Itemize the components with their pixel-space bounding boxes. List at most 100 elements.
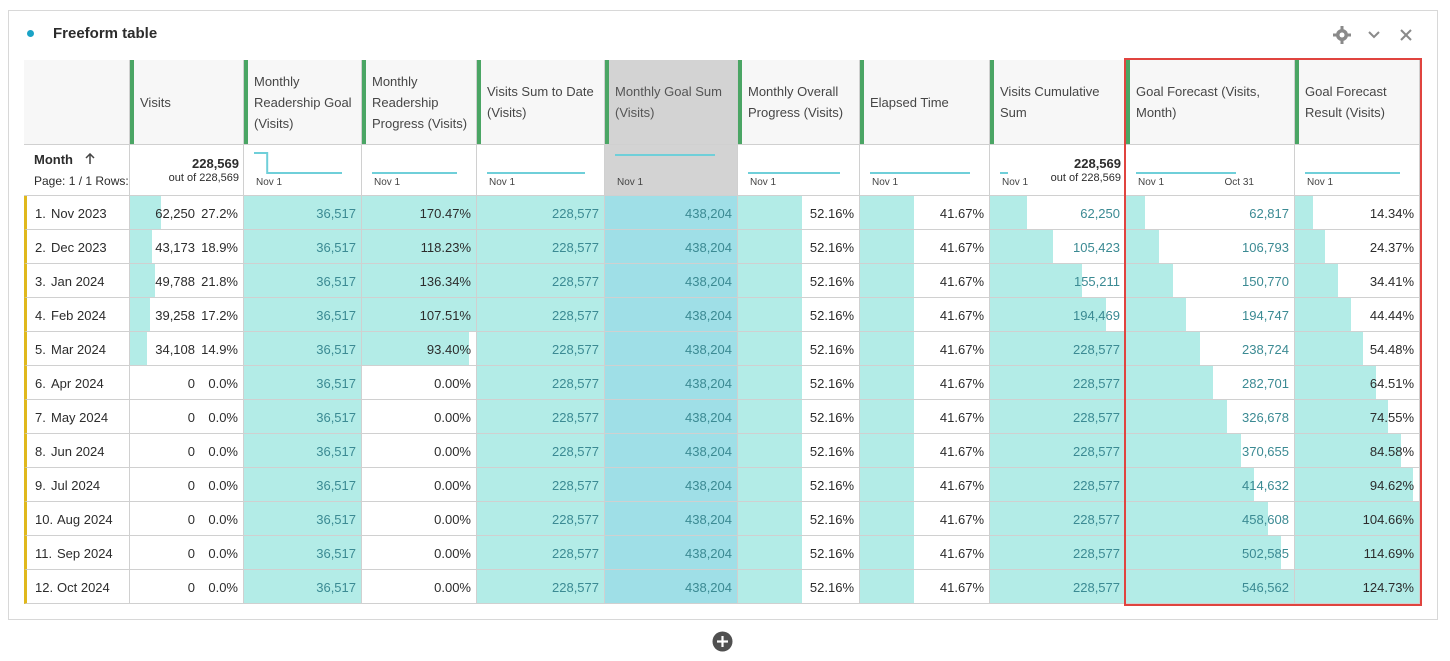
cell-bar: [244, 332, 361, 365]
cell: 228,577: [477, 230, 605, 264]
row-header[interactable]: 5. Mar 2024: [24, 332, 130, 366]
cell-value: 107.51%: [419, 308, 471, 323]
column-header[interactable]: Goal Forecast (Visits, Month): [1126, 60, 1295, 145]
row-header[interactable]: 4. Feb 2024: [24, 298, 130, 332]
cell-value: 14.34%: [1369, 206, 1414, 221]
column-header[interactable]: Monthly Overall Progress (Visits): [738, 60, 860, 145]
status-dot: [27, 30, 34, 37]
column-handle: [477, 60, 481, 144]
column-handle: [738, 60, 742, 144]
cell: 438,204: [605, 298, 738, 332]
sparkline-label: Nov 1: [256, 177, 283, 188]
cell: 0.00%: [362, 536, 477, 570]
column-header[interactable]: Visits Cumulative Sum: [990, 60, 1126, 145]
row-header[interactable]: 8. Jun 2024: [24, 434, 130, 468]
cell-value: 52.16%: [809, 206, 854, 221]
row-number: 1.: [35, 206, 46, 221]
column-total-note: out of 228,569: [1050, 172, 1121, 184]
cell: 52.16%: [738, 332, 860, 366]
row-number: 8.: [35, 444, 46, 459]
cell: 438,204: [605, 332, 738, 366]
cell-bar: [477, 400, 604, 433]
add-button[interactable]: [712, 631, 733, 652]
summary-cell: 228,569 out of 228,569 Nov 1: [990, 145, 1126, 196]
cell: 228,577: [477, 298, 605, 332]
cell-value: 41.67%: [939, 308, 984, 323]
cell: 228,577: [477, 264, 605, 298]
row-header[interactable]: 9. Jul 2024: [24, 468, 130, 502]
cell-value: 36,517: [316, 410, 356, 425]
close-icon[interactable]: [1400, 29, 1412, 41]
cell-value: 34,108: [155, 342, 195, 357]
cell: 41.67%: [860, 230, 990, 264]
cell: 0 0.0%: [130, 570, 244, 604]
cell: 52.16%: [738, 400, 860, 434]
column-header[interactable]: Elapsed Time: [860, 60, 990, 145]
column-header[interactable]: Visits: [130, 60, 244, 145]
cell-value: 0.00%: [434, 546, 471, 561]
row-header[interactable]: 12. Oct 2024: [24, 570, 130, 604]
cell-bar: [990, 366, 1125, 399]
cell-bar: [738, 196, 802, 229]
cell-value: 52.16%: [809, 274, 854, 289]
row-header[interactable]: 3. Jan 2024: [24, 264, 130, 298]
column-header[interactable]: Visits Sum to Date (Visits): [477, 60, 605, 145]
row-number: 2.: [35, 240, 46, 255]
cell-value: 105,423: [1073, 240, 1120, 255]
cell-bar: [990, 332, 1125, 365]
row-header[interactable]: 2. Dec 2023: [24, 230, 130, 264]
cell-value: 52.16%: [809, 308, 854, 323]
cell-percent: 0.0%: [208, 546, 238, 561]
row-header[interactable]: 7. May 2024: [24, 400, 130, 434]
cell-bar: [1126, 502, 1268, 535]
panel-controls: [1333, 26, 1412, 44]
cell-bar: [244, 570, 361, 603]
row-header[interactable]: 11. Sep 2024: [24, 536, 130, 570]
cell: 228,577: [477, 570, 605, 604]
cell: 104.66%: [1295, 502, 1420, 536]
column-header[interactable]: Monthly Readership Goal (Visits): [244, 60, 362, 145]
cell-value: 62,817: [1249, 206, 1289, 221]
cell-value: 502,585: [1242, 546, 1289, 561]
sort-icon[interactable]: [85, 153, 95, 165]
column-header[interactable]: Monthly Readership Progress (Visits): [362, 60, 477, 145]
collapse-icon[interactable]: [1368, 31, 1380, 39]
cell-value: 458,608: [1242, 512, 1289, 527]
cell: 118.23%: [362, 230, 477, 264]
cell-percent: 0.0%: [208, 444, 238, 459]
cell-value: 228,577: [552, 580, 599, 595]
cell-bar: [1295, 366, 1376, 399]
cell-bar: [362, 264, 476, 297]
cell: 36,517: [244, 298, 362, 332]
settings-icon[interactable]: [1333, 26, 1351, 44]
row-header[interactable]: 1. Nov 2023: [24, 196, 130, 230]
cell-value: 41.67%: [939, 342, 984, 357]
cell-value: 104.66%: [1362, 512, 1414, 527]
cell-bar: [477, 298, 604, 331]
row-header[interactable]: 6. Apr 2024: [24, 366, 130, 400]
cell: 41.67%: [860, 264, 990, 298]
cell: 0.00%: [362, 400, 477, 434]
cell-value: 36,517: [316, 206, 356, 221]
cell-bar: [244, 196, 361, 229]
cell: 14.34%: [1295, 196, 1420, 230]
row-header[interactable]: 10. Aug 2024: [24, 502, 130, 536]
cell-bar: [860, 196, 915, 229]
summary-cell: Month Page: 1 / 1 Rows:: [24, 145, 130, 196]
cell-bar: [1295, 434, 1401, 467]
cell-value: 0: [187, 376, 195, 391]
cell-percent: 18.9%: [201, 240, 238, 255]
cell: 36,517: [244, 366, 362, 400]
dimension-name[interactable]: Month: [34, 152, 73, 167]
cell: 94.62%: [1295, 468, 1420, 502]
cell: 438,204: [605, 400, 738, 434]
column-header[interactable]: Monthly Goal Sum (Visits): [605, 60, 738, 145]
cell-bar: [1295, 298, 1351, 331]
cell-bar: [860, 230, 915, 263]
cell: 84.58%: [1295, 434, 1420, 468]
column-title: Goal Forecast (Visits, Month): [1136, 84, 1261, 120]
cell-value: 0: [187, 512, 195, 527]
cell-bar: [605, 332, 737, 365]
row-label: Jul 2024: [51, 478, 101, 493]
column-header[interactable]: Goal Forecast Result (Visits): [1295, 60, 1420, 145]
